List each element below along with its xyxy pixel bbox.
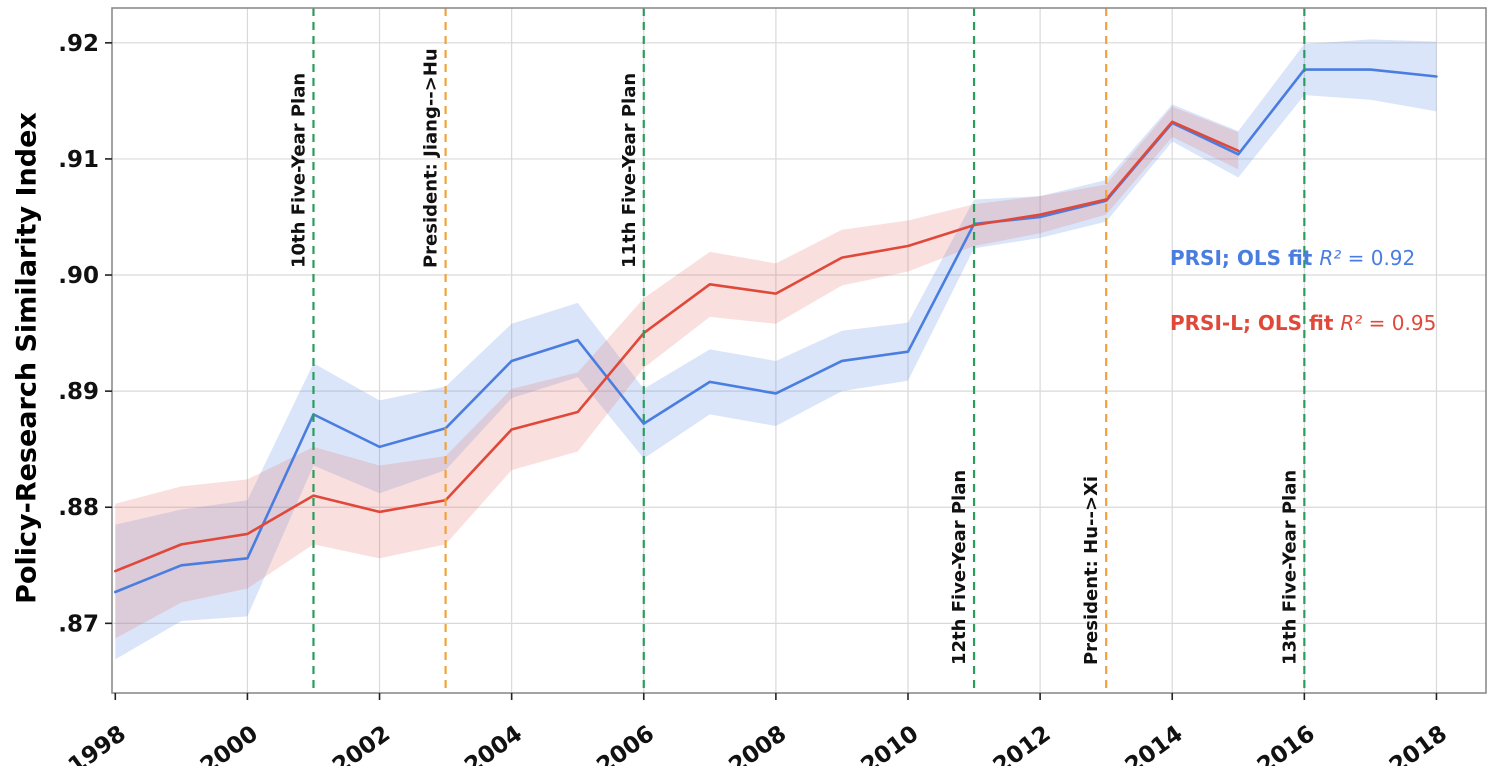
legend-r-squared-prsi: R² (1319, 246, 1342, 270)
series-line-prsi (114, 68, 1438, 594)
x-tick-label: 2010 (856, 721, 923, 766)
y-tick-label: .87 (58, 611, 99, 637)
legend-label-prsi-l: PRSI-L; OLS fit (1170, 311, 1341, 335)
legend-item-prsi-l: PRSI-L; OLS fit R² = 0.95 (1170, 311, 1436, 335)
y-axis-label: Policy-Research Similarity Index (11, 112, 43, 604)
x-tick-label: 2000 (196, 721, 263, 766)
event-label-12th-five-year-plan: 12th Five-Year Plan (949, 470, 970, 665)
legend-item-prsi: PRSI; OLS fit R² = 0.92 (1170, 246, 1436, 270)
y-tick-label: .89 (58, 379, 99, 405)
x-tick-label: 2006 (592, 721, 659, 766)
x-tick-label: 2008 (724, 721, 791, 766)
legend-r-squared-value-prsi: = 0.92 (1341, 246, 1416, 270)
event-label-president-jiang-hu: President: Jiang-->Hu (421, 48, 442, 268)
plot-border (111, 7, 1487, 694)
x-tick-label: 2002 (328, 721, 395, 766)
event-label-10th-five-year-plan: 10th Five-Year Plan (288, 73, 309, 268)
x-tick-label: 2012 (989, 721, 1056, 766)
legend-r-squared-value-prsi-l: = 0.95 (1362, 311, 1437, 335)
legend-label-prsi: PRSI; OLS fit (1170, 246, 1320, 270)
legend-r-squared-prsi-l: R² (1340, 311, 1363, 335)
series-line-prsi-l (114, 120, 1240, 573)
y-tick-label: .92 (58, 31, 99, 57)
x-tick-label: 1998 (64, 721, 131, 766)
event-label-13th-five-year-plan: 13th Five-Year Plan (1279, 470, 1300, 665)
y-tick-label: .88 (58, 495, 99, 521)
y-tick-label: .91 (58, 147, 99, 173)
confidence-band-prsi-l (115, 106, 1239, 639)
event-label-11th-five-year-plan: 11th Five-Year Plan (619, 73, 640, 268)
y-tick-label: .90 (58, 263, 99, 289)
x-tick-label: 2016 (1253, 721, 1320, 766)
x-tick-label: 2004 (460, 721, 527, 766)
chart-legend: PRSI; OLS fit R² = 0.92 PRSI-L; OLS fit … (1170, 246, 1436, 376)
event-label-president-hu-xi: President: Hu-->Xi (1081, 476, 1102, 665)
x-tick-label: 2014 (1121, 721, 1188, 766)
x-tick-label: 2018 (1385, 721, 1452, 766)
